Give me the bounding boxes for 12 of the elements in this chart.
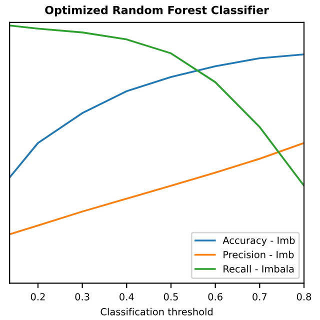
x-tick-label: 0.8: [296, 293, 312, 300]
x-axis-title: Classification threshold: [100, 308, 213, 316]
legend-label: Recall - Imbala: [224, 265, 294, 273]
x-tick-label: 0.3: [75, 293, 90, 300]
x-tick-label: 0.4: [120, 293, 134, 300]
x-tick-label: 0.6: [208, 293, 222, 300]
legend-label: Precision - Imb: [224, 250, 294, 258]
x-tick-label: 0.5: [164, 293, 178, 300]
chart-title: Optimized Random Forest Classifier: [45, 6, 270, 16]
x-tick-label: 0.7: [252, 293, 267, 300]
legend-label: Accuracy - Imb: [222, 236, 295, 246]
x-tick-label: 0.2: [30, 293, 45, 300]
